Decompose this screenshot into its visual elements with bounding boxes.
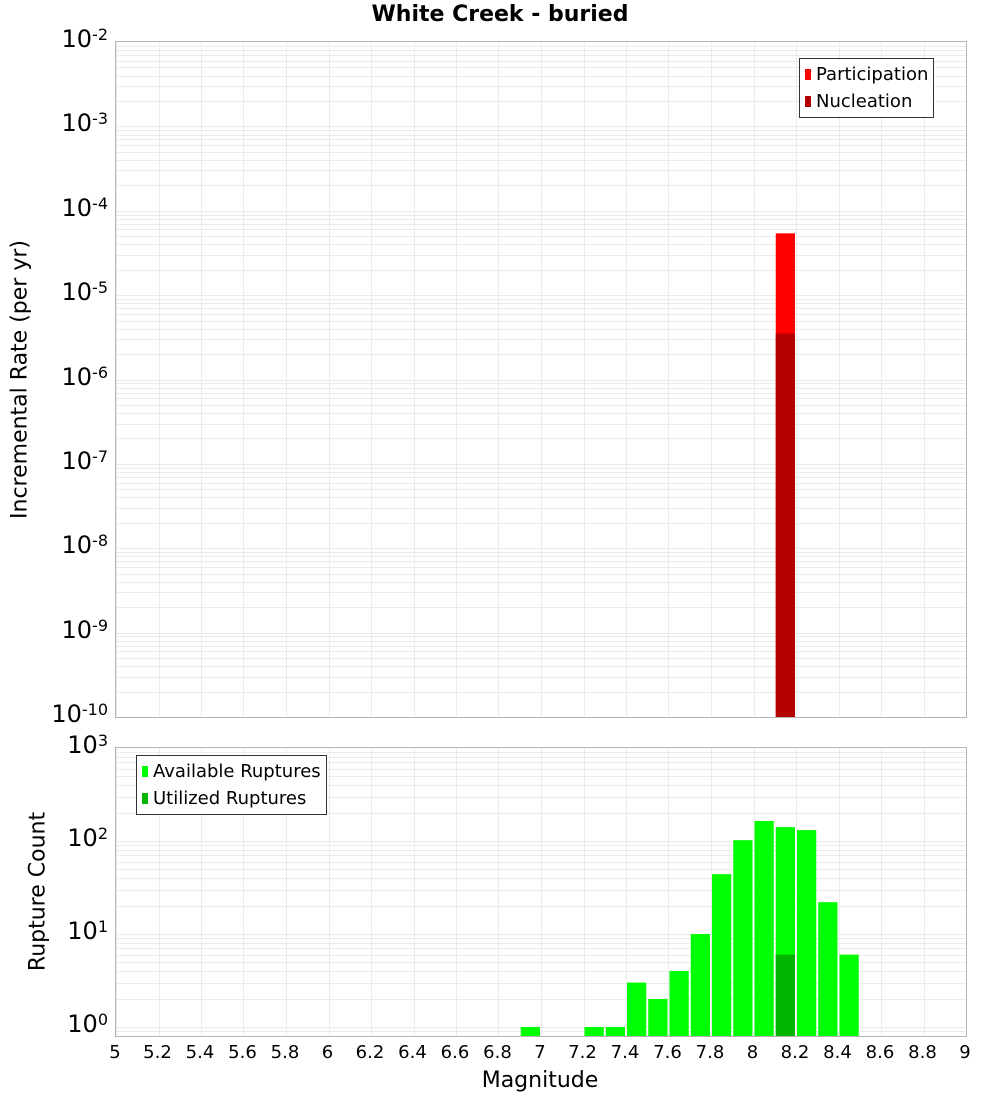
legend-label: Nucleation xyxy=(816,88,912,115)
x-tick-label: 7.8 xyxy=(690,1042,730,1063)
bottom-legend: Available Ruptures Utilized Ruptures xyxy=(136,755,327,815)
x-tick-label: 7.6 xyxy=(648,1042,688,1063)
x-tick-label: 5.6 xyxy=(223,1042,263,1063)
x-tick-label: 8.8 xyxy=(903,1042,943,1063)
bottom-y-axis-label: Rupture Count xyxy=(26,792,51,992)
y-tick-label: 102 xyxy=(48,826,108,850)
available-ruptures-bar xyxy=(521,1027,540,1036)
x-tick-label: 6.6 xyxy=(435,1042,475,1063)
x-tick-label: 5 xyxy=(95,1042,135,1063)
legend-label: Available Ruptures xyxy=(153,758,321,785)
legend-label: Participation xyxy=(816,61,928,88)
available-ruptures-bar xyxy=(627,983,646,1036)
x-tick-label: 5.4 xyxy=(180,1042,220,1063)
y-tick-label: 103 xyxy=(48,733,108,757)
y-tick-label: 10-9 xyxy=(48,618,108,642)
available-ruptures-bar xyxy=(797,830,816,1036)
x-tick-label: 8.4 xyxy=(818,1042,858,1063)
available-ruptures-bar xyxy=(712,874,731,1036)
x-tick-label: 8.2 xyxy=(775,1042,815,1063)
top-bars xyxy=(116,42,966,717)
x-tick-label: 7 xyxy=(520,1042,560,1063)
available-ruptures-bar xyxy=(585,1027,604,1036)
y-tick-label: 10-8 xyxy=(48,533,108,557)
x-tick-label: 9 xyxy=(945,1042,985,1063)
chart-title: White Creek - buried xyxy=(0,0,1000,30)
y-tick-label: 10-7 xyxy=(48,449,108,473)
legend-item-participation: Participation xyxy=(805,61,928,88)
y-tick-label: 100 xyxy=(48,1012,108,1036)
y-tick-label: 10-6 xyxy=(48,365,108,389)
legend-item-nucleation: Nucleation xyxy=(805,88,928,115)
x-tick-label: 6.4 xyxy=(393,1042,433,1063)
x-tick-label: 6.2 xyxy=(350,1042,390,1063)
x-axis-label: Magnitude xyxy=(0,1068,1000,1093)
x-tick-label: 8 xyxy=(733,1042,773,1063)
available-ruptures-bar xyxy=(755,821,774,1036)
x-tick-label: 8.6 xyxy=(860,1042,900,1063)
x-tick-label: 6.8 xyxy=(478,1042,518,1063)
legend-item-available: Available Ruptures xyxy=(142,758,321,785)
nucleation-bar xyxy=(776,334,795,717)
y-tick-label: 10-2 xyxy=(48,27,108,51)
available-ruptures-bar xyxy=(818,902,837,1036)
top-plot-area xyxy=(115,41,967,718)
x-tick-label: 5.2 xyxy=(138,1042,178,1063)
available-ruptures-bar xyxy=(606,1027,625,1036)
y-tick-label: 10-5 xyxy=(48,280,108,304)
y-tick-label: 10-3 xyxy=(48,111,108,135)
utilized-ruptures-bar xyxy=(776,955,795,1036)
available-ruptures-bar xyxy=(733,840,752,1036)
participation-swatch-icon xyxy=(805,69,811,80)
x-tick-label: 7.2 xyxy=(563,1042,603,1063)
available-swatch-icon xyxy=(142,766,148,777)
legend-item-utilized: Utilized Ruptures xyxy=(142,785,321,812)
utilized-swatch-icon xyxy=(142,793,148,804)
available-ruptures-bar xyxy=(691,934,710,1036)
top-legend: Participation Nucleation xyxy=(799,58,934,118)
y-tick-label: 10-10 xyxy=(48,702,108,726)
top-y-axis-label: Incremental Rate (per yr) xyxy=(8,230,33,530)
x-tick-label: 7.4 xyxy=(605,1042,645,1063)
available-ruptures-bar xyxy=(670,971,689,1036)
nucleation-swatch-icon xyxy=(805,96,811,107)
available-ruptures-bar xyxy=(840,955,859,1036)
y-tick-label: 101 xyxy=(48,919,108,943)
y-tick-label: 10-4 xyxy=(48,196,108,220)
x-tick-label: 6 xyxy=(308,1042,348,1063)
available-ruptures-bar xyxy=(648,999,667,1036)
legend-label: Utilized Ruptures xyxy=(153,785,306,812)
x-tick-label: 5.8 xyxy=(265,1042,305,1063)
